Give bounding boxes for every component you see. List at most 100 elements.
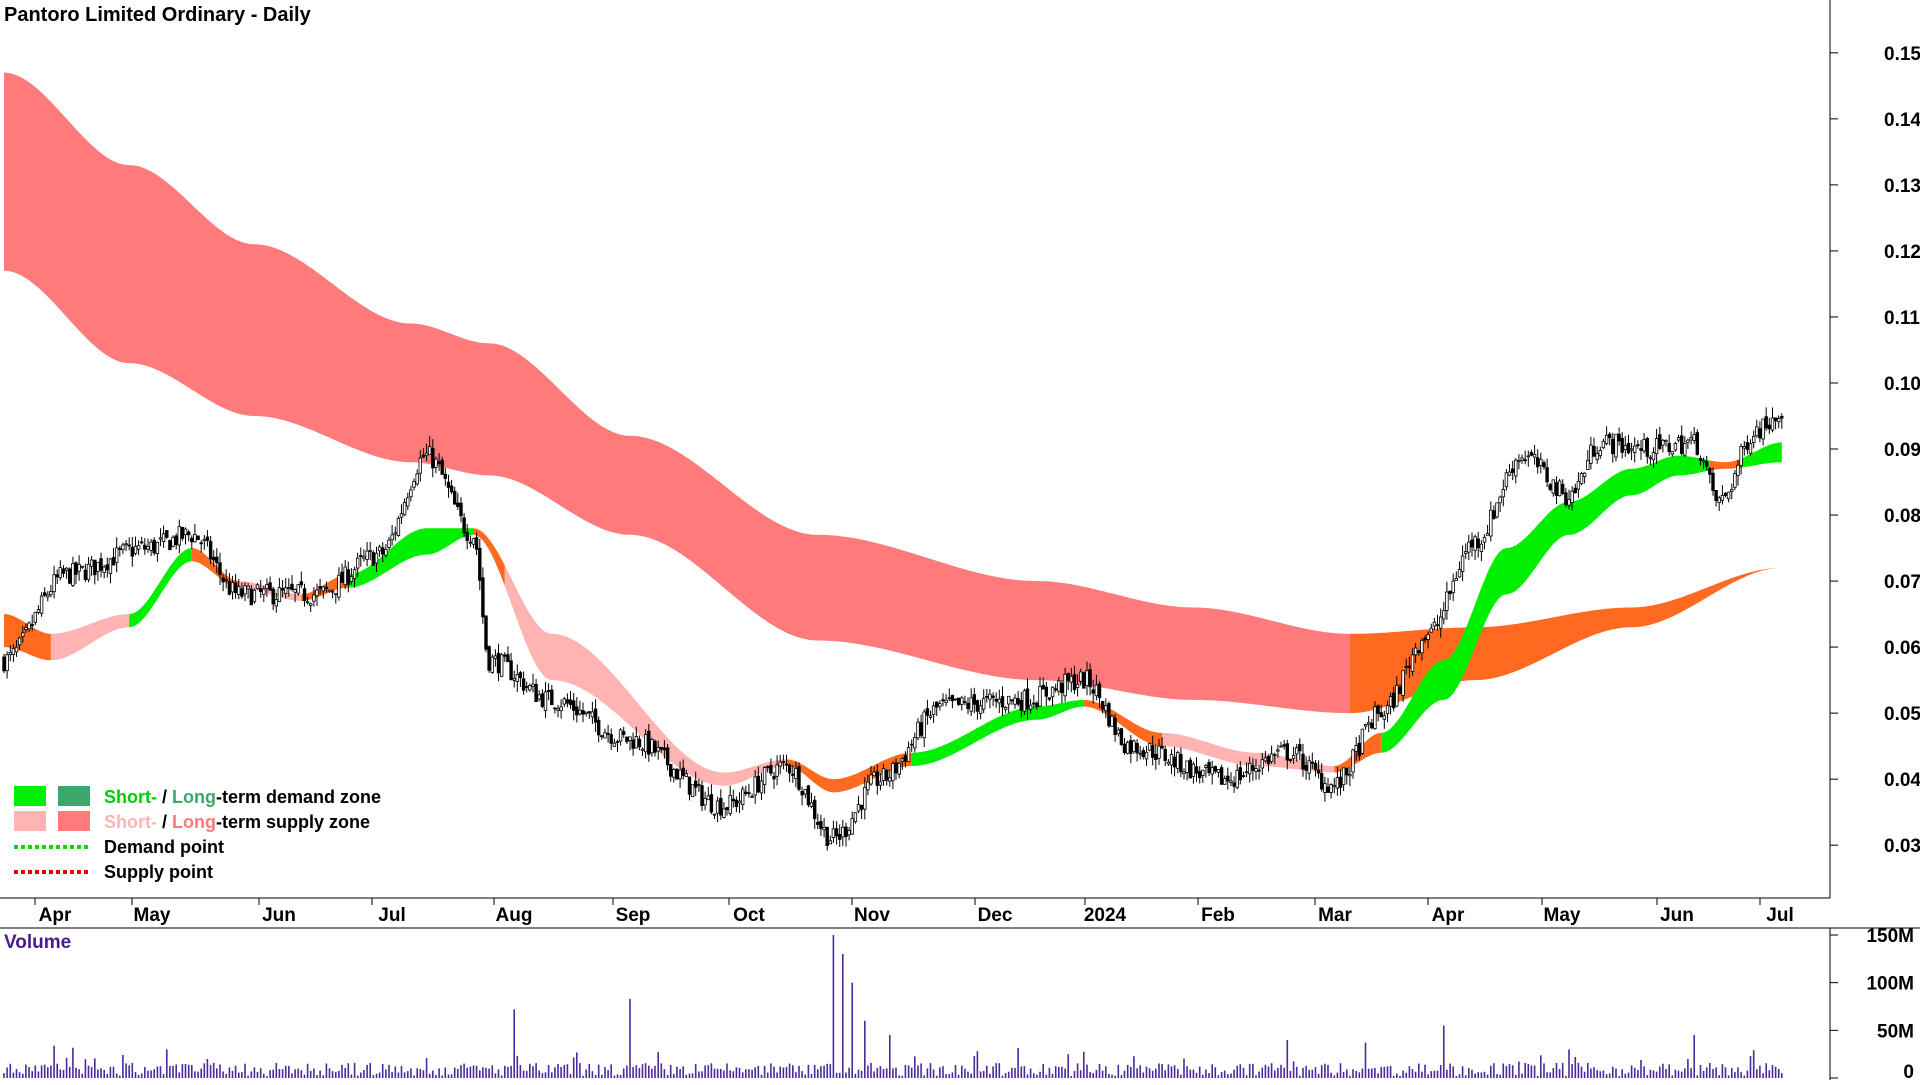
candle-body: [518, 672, 523, 678]
candle-body: [302, 588, 307, 602]
candle-body: [1476, 538, 1480, 549]
candle-body: [1435, 624, 1440, 627]
candle-body: [437, 461, 441, 465]
candle-body: [1063, 673, 1067, 697]
candle-body: [1367, 722, 1371, 725]
candle-body: [1567, 499, 1571, 506]
candle-body: [1748, 443, 1753, 454]
candle-body: [1057, 680, 1061, 692]
candle-body: [1755, 426, 1759, 437]
candle-body: [1269, 753, 1274, 762]
candle-body: [1316, 769, 1321, 774]
candle-body: [1248, 762, 1252, 775]
candle-body: [737, 800, 742, 804]
short-term-zone-segment: [504, 565, 787, 786]
candle-body: [1273, 754, 1277, 756]
candle-body: [991, 695, 995, 698]
candle-body: [127, 544, 131, 547]
candle-body: [152, 539, 156, 554]
candle-body: [994, 698, 998, 702]
short-term-zone-segment: [1741, 442, 1782, 468]
candle-body: [409, 489, 413, 498]
candle-body: [1545, 467, 1549, 483]
candle-body: [515, 674, 519, 682]
candle-body: [177, 526, 181, 546]
candle-body: [1019, 700, 1023, 711]
candle-body: [1141, 750, 1145, 757]
candle-body: [74, 562, 78, 575]
candle-body: [828, 840, 832, 845]
candle-body: [1701, 460, 1706, 463]
candle-body: [1094, 684, 1099, 697]
candle-body: [99, 558, 103, 571]
candle-body: [1188, 759, 1192, 779]
date-tick-label: Mar: [1318, 905, 1352, 926]
candle-body: [1266, 756, 1271, 765]
candle-body: [772, 776, 776, 780]
candle-body: [271, 588, 275, 605]
candle-body: [1401, 670, 1405, 696]
candle-body: [647, 730, 651, 755]
candle-body: [71, 563, 75, 586]
candle-body: [1692, 434, 1696, 441]
candle-body: [734, 799, 739, 807]
candle-body: [349, 576, 354, 582]
candle-body: [1285, 743, 1289, 761]
candle-body: [64, 567, 69, 571]
candle-body: [1307, 760, 1311, 774]
candle-body: [960, 697, 964, 705]
candle-body: [1370, 722, 1374, 729]
candle-body: [1770, 417, 1775, 431]
candle-body: [1576, 480, 1581, 490]
candle-body: [1723, 492, 1728, 496]
candle-body: [600, 735, 604, 738]
candle-body: [1291, 755, 1296, 759]
candle-body: [703, 798, 707, 806]
volume-tick-label: 0: [1903, 1062, 1914, 1080]
price-tick-label: 0.06: [1884, 638, 1920, 659]
candle-body: [759, 780, 764, 794]
candle-body: [841, 826, 845, 838]
date-tick-label: Apr: [1432, 905, 1465, 926]
candle-body: [1542, 462, 1546, 468]
candle-body: [478, 547, 482, 581]
candle-body: [1357, 742, 1361, 757]
candle-body: [1507, 471, 1512, 476]
candle-body: [1398, 686, 1402, 694]
candle-body: [61, 568, 66, 574]
candle-body: [1777, 418, 1781, 423]
candle-body: [196, 535, 200, 541]
candle-body: [1213, 766, 1217, 772]
candle-body: [1354, 745, 1358, 752]
price-tick-label: 0.13: [1884, 176, 1920, 197]
candle-body: [321, 586, 325, 592]
candle-body: [1135, 743, 1139, 754]
candle-body: [1388, 696, 1393, 707]
candle-body: [963, 701, 967, 703]
candle-body: [825, 826, 829, 847]
candle-body: [913, 737, 917, 749]
candle-body: [1363, 724, 1368, 727]
legend-long-supply-swatch: [58, 811, 90, 831]
candle-body: [462, 517, 466, 534]
candle-body: [1069, 675, 1073, 683]
candle-body: [1251, 765, 1255, 771]
price-tick-label: 0.05: [1884, 704, 1920, 725]
candle-body: [1730, 489, 1734, 493]
candle-body: [1263, 757, 1268, 762]
candle-body: [121, 544, 125, 550]
candle-body: [1194, 766, 1199, 774]
candle-body: [953, 698, 958, 701]
candle-body: [1764, 416, 1768, 429]
candle-body: [1485, 533, 1490, 536]
candle-body: [781, 761, 786, 763]
candle-body: [1482, 536, 1487, 543]
candle-body: [972, 694, 976, 705]
candle-body: [1232, 782, 1236, 787]
date-tick-label: Jul: [378, 905, 405, 926]
candle-body: [318, 586, 322, 589]
candle-body: [615, 741, 620, 743]
candle-body: [5, 654, 9, 671]
candle-body: [1654, 438, 1659, 455]
